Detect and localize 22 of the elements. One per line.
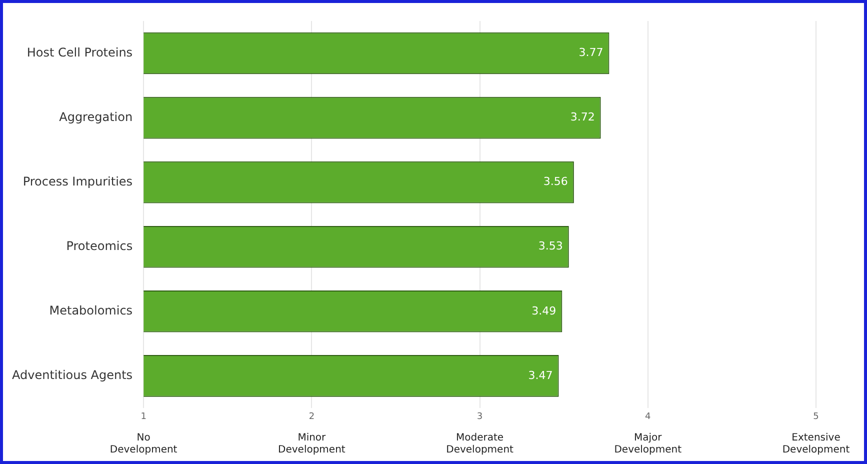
text: Extensive Development [782,432,850,456]
y-tick-label: Adventitious Agents [12,368,133,382]
y-tick-label: Host Cell Proteins [26,45,133,60]
data-label: 3.72 [570,110,595,124]
text: Minor Development [278,432,346,456]
x-tick-label: 1 [140,412,146,422]
y-tick-label: Process Impurities [22,174,133,188]
y-tick-label: Proteomics [66,238,133,253]
data-label: 3.49 [532,304,556,318]
data-label: 3.53 [538,240,563,253]
x-tick-label: 2 [308,412,315,422]
data-label: 3.47 [528,368,553,382]
x-tick-label: 3 [476,412,483,422]
text: No Development [110,432,178,456]
data-label: 3.56 [543,175,568,188]
text: Major Development [614,432,682,456]
text: Moderate Development [446,432,514,456]
y-tick-label: Metabolomics [49,304,133,318]
x-tick-label: 4 [645,412,652,422]
x-tick-label: 5 [813,412,819,422]
data-label: 3.77 [578,46,604,60]
y-tick-label: Aggregation [59,110,133,124]
